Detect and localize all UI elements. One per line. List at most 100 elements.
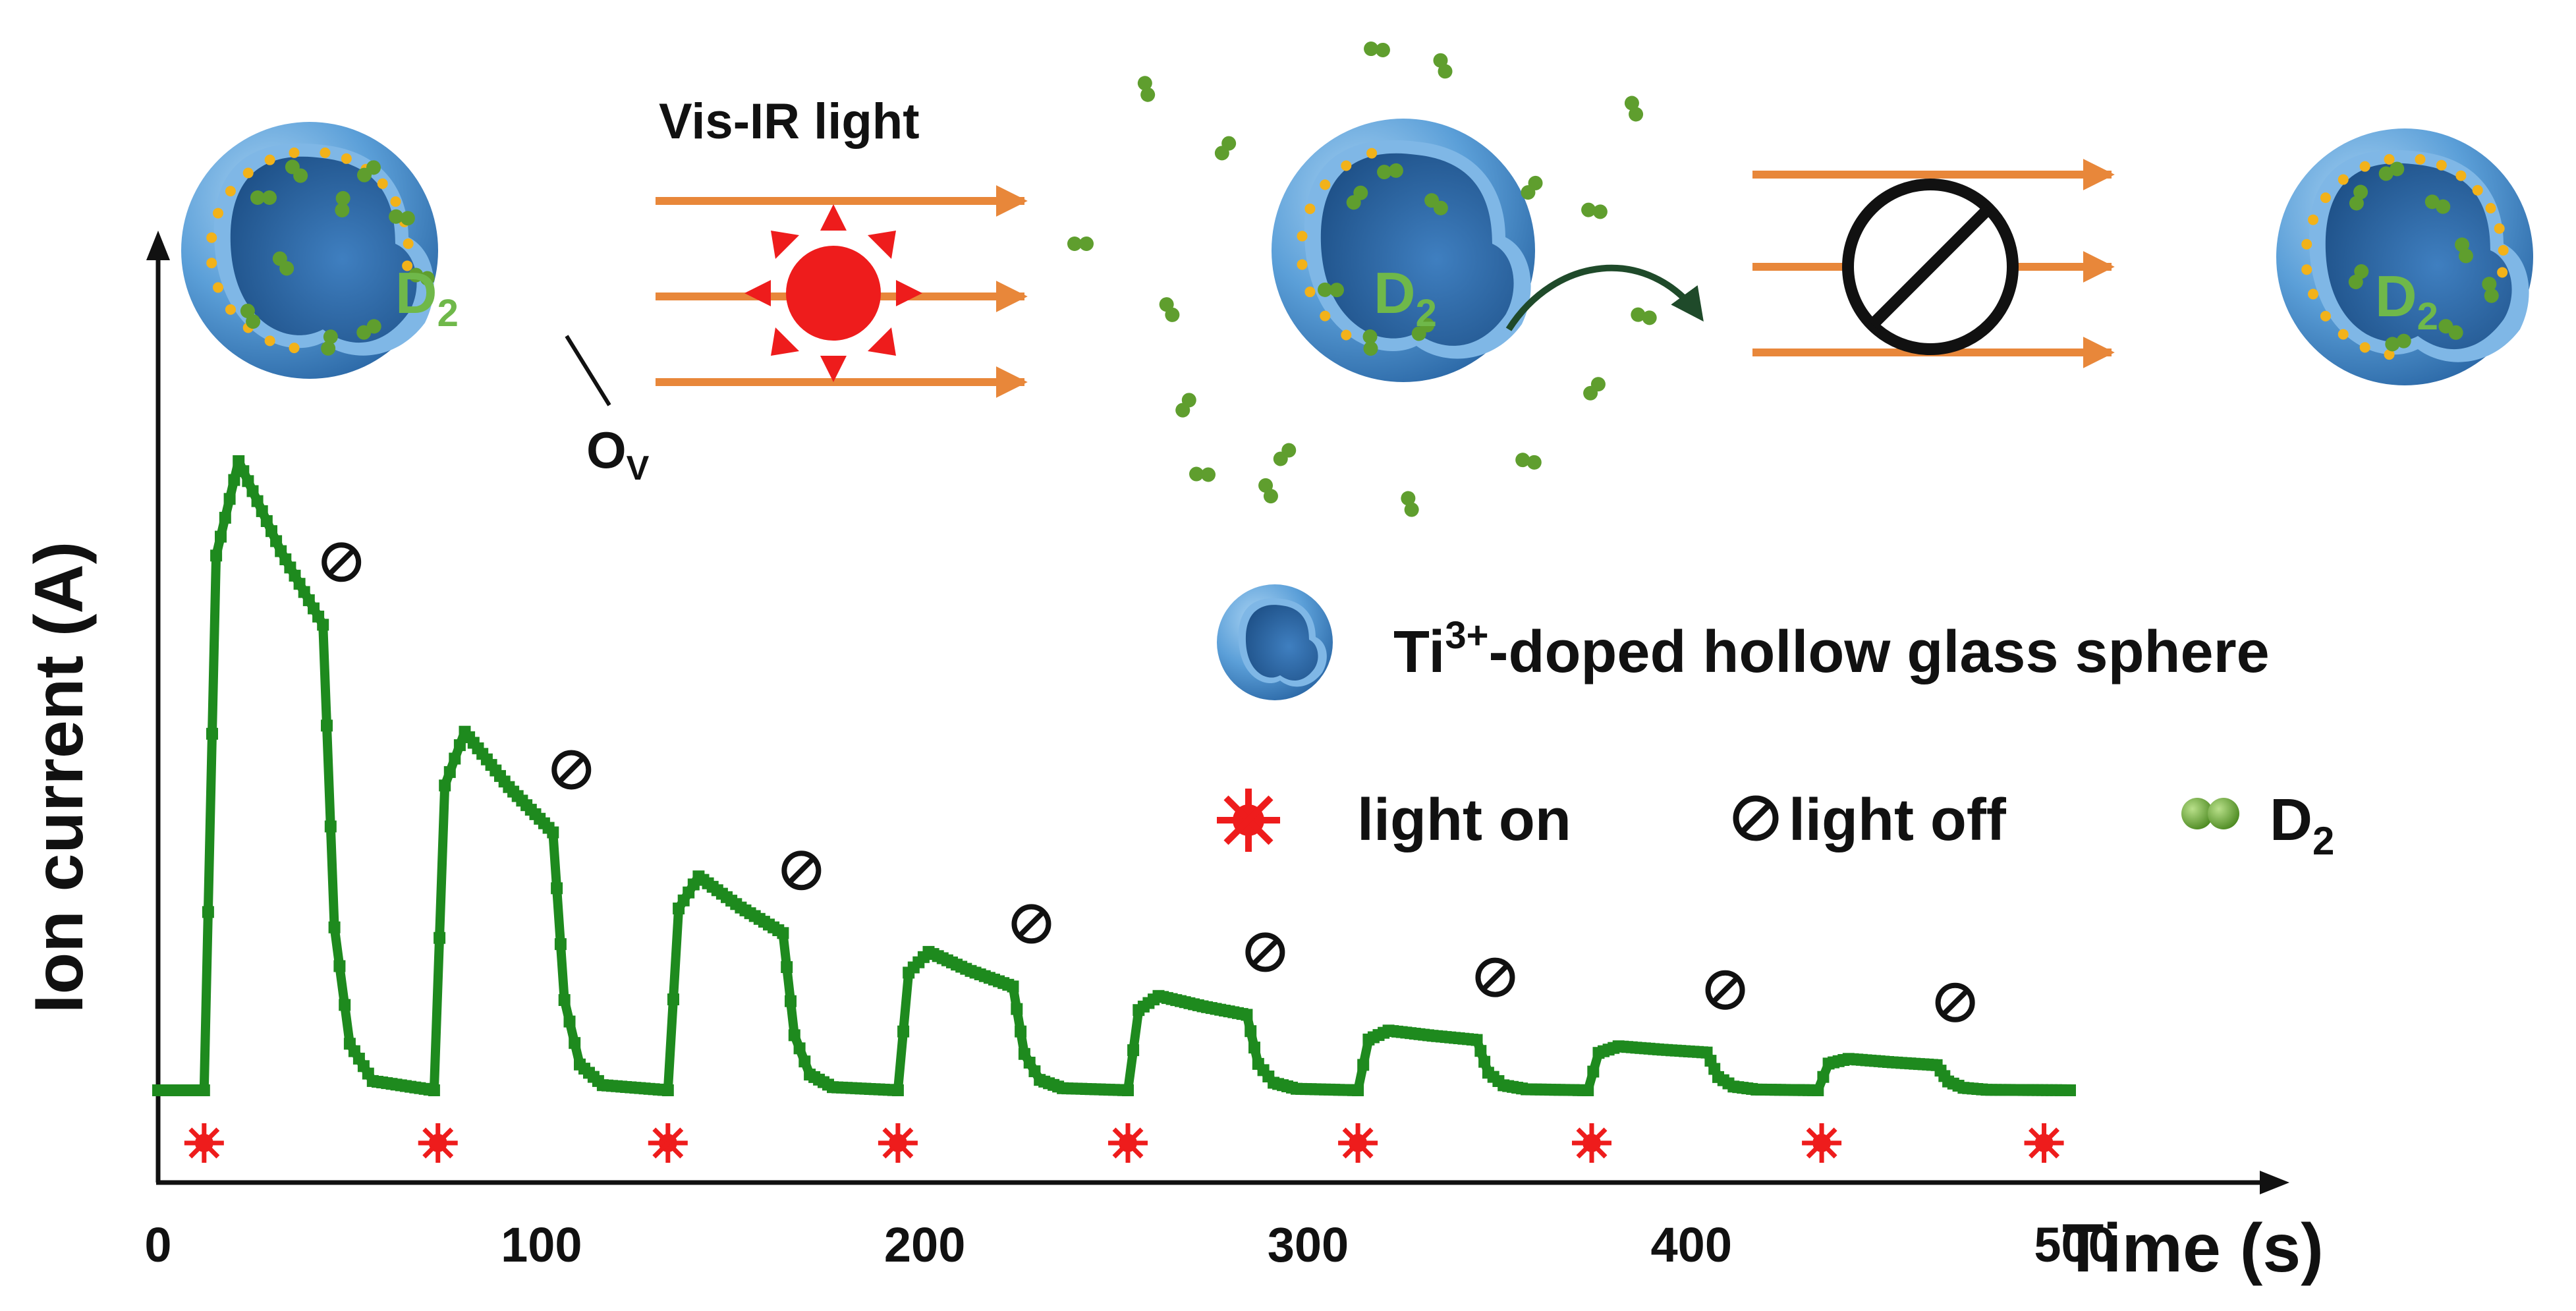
data-point xyxy=(1122,1084,1134,1096)
legend-gas-label: D2 xyxy=(2270,787,2334,863)
legend-sphere-label: Ti3+-doped hollow glass sphere xyxy=(1393,614,2270,685)
d2-molecule xyxy=(1515,453,1542,470)
legend-sun-icon xyxy=(1217,789,1280,852)
y-axis-title: Ion current (A) xyxy=(21,542,98,1013)
data-point xyxy=(891,1084,904,1096)
d2-molecule xyxy=(250,190,277,205)
d2-molecule xyxy=(1067,237,1094,251)
data-point xyxy=(260,515,273,527)
vacancy-dot xyxy=(2359,161,2370,172)
ion-current-chart: Ion current (A) Time (s) 0 100 200 300 400 50… xyxy=(21,231,2324,1287)
vacancy-label: OV xyxy=(586,421,650,488)
vacancy-dot xyxy=(2320,310,2331,321)
vacancy-dot xyxy=(242,167,254,179)
vacancy-and-molecule-dots xyxy=(206,42,2509,517)
data-point xyxy=(558,994,571,1006)
light-on-marker xyxy=(648,1123,688,1163)
vacancy-dot xyxy=(225,304,236,315)
data-point xyxy=(569,1037,581,1049)
data-point xyxy=(246,485,259,497)
d2-molecule xyxy=(408,267,435,286)
legend-sphere-icon xyxy=(1217,584,1333,700)
data-point xyxy=(667,993,679,1005)
x-tick-label: 300 xyxy=(1268,1217,1349,1272)
vacancy-dot xyxy=(403,238,414,249)
data-point xyxy=(270,535,283,547)
vacancy-dot xyxy=(2320,192,2331,204)
vacancy-dot xyxy=(1366,148,1378,159)
vacancy-dot xyxy=(2415,153,2426,165)
d2-molecule xyxy=(1362,329,1378,356)
light-on-marker xyxy=(184,1123,224,1163)
d2-molecule xyxy=(1631,307,1657,325)
legend: Ti3+-doped hollow glass sphere light on … xyxy=(1217,584,2334,863)
vacancy-dot xyxy=(1320,179,1331,190)
light-on-marker xyxy=(1802,1123,1842,1163)
sphere2-gas-label: D2 xyxy=(1374,260,1437,335)
d2-molecule xyxy=(1258,478,1278,504)
light-on-markers xyxy=(184,1123,2064,1163)
data-point xyxy=(1357,1059,1370,1071)
d2-molecule xyxy=(1521,175,1543,200)
data-point xyxy=(781,961,793,973)
light-on-marker xyxy=(1108,1123,1148,1163)
d2-molecule xyxy=(1214,136,1237,161)
release-arrow xyxy=(1505,264,1704,331)
data-point xyxy=(554,938,567,951)
d2-molecule xyxy=(1401,491,1419,517)
x-tick-label: 0 xyxy=(144,1217,171,1272)
vacancy-dot xyxy=(206,232,217,243)
d2-molecule xyxy=(1581,202,1608,219)
sun-icon xyxy=(744,204,922,382)
hollow-sphere-irradiated xyxy=(1272,119,1535,382)
d2-molecule xyxy=(2482,277,2499,303)
data-point xyxy=(1817,1071,1830,1083)
vacancy-dot xyxy=(1341,160,1352,171)
data-point xyxy=(321,719,333,732)
data-point xyxy=(1582,1084,1594,1096)
vacancy-dot xyxy=(289,343,300,354)
vacancy-dot xyxy=(289,147,300,158)
data-point xyxy=(1007,980,1019,993)
d2-molecule xyxy=(2424,194,2451,214)
d2-molecule xyxy=(356,319,381,340)
vacancy-dot xyxy=(2359,342,2370,353)
data-point xyxy=(793,1042,806,1055)
light-off-marker xyxy=(781,851,822,891)
data-point xyxy=(551,882,563,895)
d2-molecule xyxy=(2348,264,2369,289)
vis-ir-light-label: Vis-IR light xyxy=(659,94,920,150)
data-point xyxy=(2064,1084,2076,1096)
light-off-marker xyxy=(1011,904,1051,944)
data-point xyxy=(1474,1045,1487,1057)
d2-molecule xyxy=(1433,53,1453,79)
light-off-marker xyxy=(551,750,592,790)
light-on-marker xyxy=(1572,1123,1611,1163)
legend-molecule-icon xyxy=(2181,798,2239,829)
d2-molecule xyxy=(272,251,294,276)
legend-light-off-icon xyxy=(1733,795,1779,841)
light-off-marker xyxy=(1475,957,1515,997)
data-point xyxy=(443,766,456,778)
d2-molecule xyxy=(1273,443,1297,466)
d2-molecule xyxy=(240,303,261,329)
vacancy-dot xyxy=(264,335,275,347)
d2-molecule xyxy=(321,329,338,356)
data-point xyxy=(202,906,214,918)
light-on-marker xyxy=(2024,1123,2064,1163)
vacancy-dot xyxy=(2485,202,2496,213)
vacancy-dot xyxy=(2308,289,2319,300)
vacancy-dot xyxy=(320,147,331,158)
data-point xyxy=(1245,1025,1257,1038)
data-point xyxy=(1812,1084,1824,1096)
data-point xyxy=(1352,1084,1364,1096)
vacancy-dot xyxy=(264,154,275,165)
d2-molecule xyxy=(285,159,308,183)
vacancy-dot xyxy=(213,208,224,219)
data-point xyxy=(1587,1065,1600,1078)
vacancy-dot xyxy=(2384,349,2395,360)
data-point xyxy=(1478,1055,1491,1068)
vacancy-dot xyxy=(2338,174,2349,185)
x-axis-arrow xyxy=(2260,1171,2289,1194)
